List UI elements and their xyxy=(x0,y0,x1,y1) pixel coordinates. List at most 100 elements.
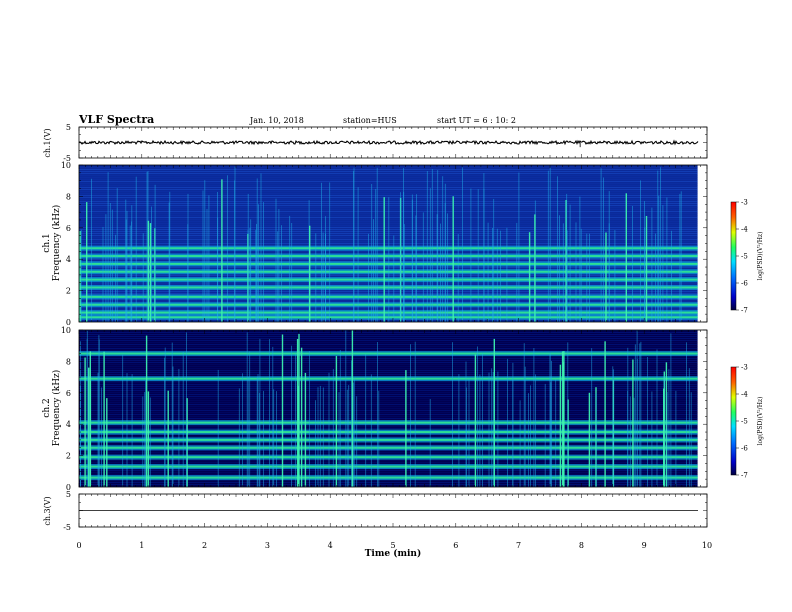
sferic-line xyxy=(523,343,525,487)
sferic-line xyxy=(378,390,380,487)
sferic-line xyxy=(468,378,470,487)
noise-row xyxy=(79,309,698,310)
colorbar-tick-label: -7 xyxy=(741,307,748,315)
noise-row xyxy=(79,215,698,216)
sferic-line xyxy=(116,188,118,322)
noise-row xyxy=(79,199,698,200)
sferic-line xyxy=(589,233,590,322)
colorbar-tick-label: -7 xyxy=(741,472,748,480)
sferic-line xyxy=(338,392,340,487)
sferic-line xyxy=(493,198,495,322)
sferic-line xyxy=(167,390,169,487)
sferic-line xyxy=(291,345,292,487)
sferic-line xyxy=(109,203,111,322)
sferic-line xyxy=(528,393,529,487)
sferic-line xyxy=(452,196,454,322)
colorbar-tick-label: -6 xyxy=(741,445,748,453)
noise-row xyxy=(79,334,698,335)
sferic-line xyxy=(105,214,107,322)
sferic-line xyxy=(614,230,616,322)
noise-row xyxy=(79,299,698,300)
sferic-line xyxy=(256,224,257,322)
sferic-line xyxy=(346,389,348,487)
sferic-line xyxy=(605,232,607,322)
ch3-ytick-top: 5 xyxy=(66,490,71,499)
frequency-band-core xyxy=(79,438,698,441)
noise-row xyxy=(79,181,698,182)
noise-row xyxy=(79,382,698,383)
sferic-line xyxy=(493,338,495,487)
x-tick-label: 3 xyxy=(265,541,270,550)
sferic-line xyxy=(533,348,535,487)
noise-row xyxy=(79,372,698,373)
sferic-line xyxy=(371,184,373,322)
sferic-line xyxy=(91,178,92,322)
sferic-line xyxy=(368,233,369,322)
noise-row xyxy=(79,360,698,361)
x-tick-label: 8 xyxy=(579,541,584,550)
chart-title: VLF Spectra xyxy=(79,113,155,126)
noise-row xyxy=(79,386,698,387)
sferic-line xyxy=(566,230,568,322)
noise-row xyxy=(79,195,698,196)
frequency-tick-label: 4 xyxy=(66,420,71,429)
noise-row xyxy=(79,332,698,333)
colorbar-tick-label: -4 xyxy=(741,226,748,234)
noise-row xyxy=(79,394,698,395)
sferic-line xyxy=(249,227,251,322)
sferic-line xyxy=(335,355,338,487)
noise-row xyxy=(79,175,698,176)
sferic-line xyxy=(145,335,148,487)
sferic-line xyxy=(400,192,401,322)
sferic-line xyxy=(665,362,668,487)
sferic-line xyxy=(296,339,299,487)
sferic-line xyxy=(144,391,146,487)
sferic-line xyxy=(477,189,479,322)
sferic-line xyxy=(591,348,593,487)
sferic-line xyxy=(86,330,88,487)
sferic-line xyxy=(351,360,352,487)
start-time-label: start UT = 6 : 10: 2 xyxy=(437,116,516,125)
x-tick-label: 2 xyxy=(202,541,207,550)
sferic-line xyxy=(164,357,165,487)
noise-row xyxy=(79,191,698,192)
sferic-line xyxy=(365,354,367,487)
noise-row xyxy=(79,340,698,341)
sferic-line xyxy=(291,223,293,322)
sferic-line xyxy=(551,360,552,487)
sferic-line xyxy=(377,342,378,487)
ch1-waveform-panel: 5 -5 ch.1(V) xyxy=(43,123,708,163)
sferic-line xyxy=(627,391,629,487)
sferic-line xyxy=(437,170,439,322)
sferic-line xyxy=(135,176,137,322)
sferic-line xyxy=(512,362,514,487)
sferic-line xyxy=(351,330,354,487)
sferic-line xyxy=(688,368,690,487)
sferic-line xyxy=(217,192,218,322)
noise-row xyxy=(79,390,698,391)
x-tick-label: 6 xyxy=(453,541,458,550)
time-axis: 0 1 2 3 4 5 6 7 8 9 10 xyxy=(76,541,712,550)
noise-row xyxy=(79,251,698,252)
sferic-line xyxy=(101,387,102,487)
sferic-line xyxy=(524,366,526,487)
sferic-line xyxy=(79,231,81,322)
sferic-line xyxy=(549,354,551,487)
noise-row xyxy=(79,205,698,206)
frequency-tick-label: 2 xyxy=(66,287,71,296)
sferic-line xyxy=(339,350,341,487)
sferic-line xyxy=(86,202,88,322)
noise-row xyxy=(79,203,698,204)
frequency-tick-label: 0 xyxy=(66,318,71,327)
ch2-channel-label: ch.2Frequency (kHz) xyxy=(42,370,62,447)
sferic-line xyxy=(111,209,113,322)
colorbar-tick-label: -3 xyxy=(741,199,748,207)
sferic-line xyxy=(519,400,521,487)
sferic-line xyxy=(304,372,307,487)
time-axis-label: Time (min) xyxy=(365,548,422,559)
frequency-tick-label: 10 xyxy=(61,326,71,335)
sferic-line xyxy=(370,374,372,487)
noise-row xyxy=(79,193,698,194)
sferic-line xyxy=(666,392,668,487)
